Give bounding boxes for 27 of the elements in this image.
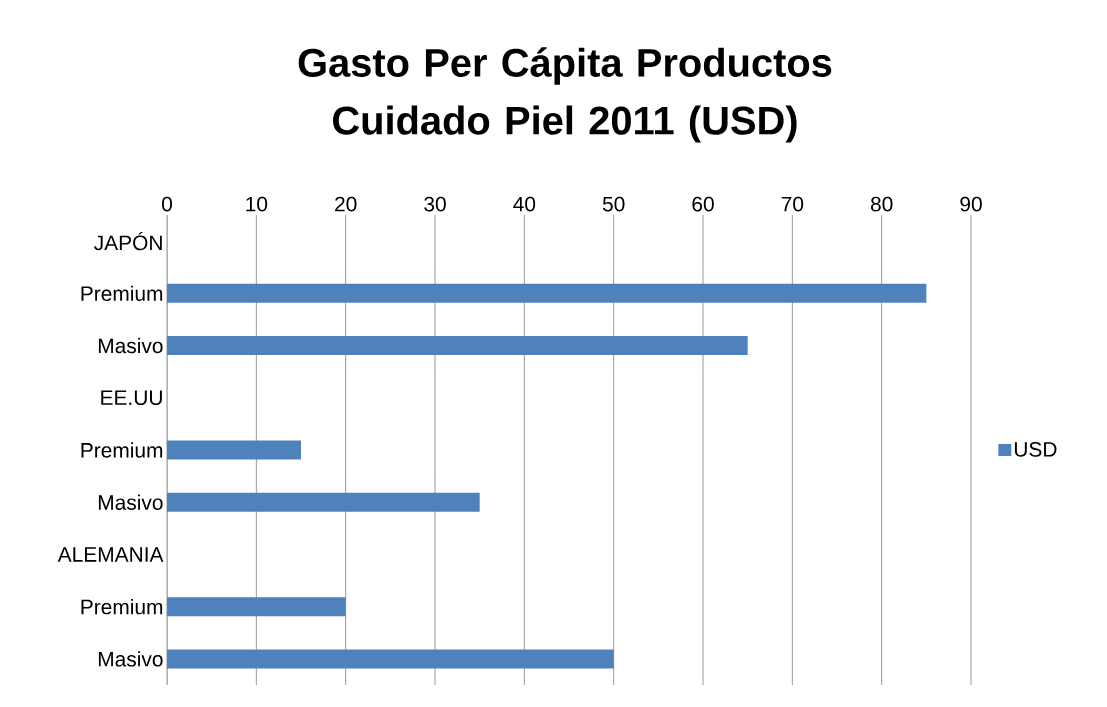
x-tick-label: 30 (424, 196, 446, 212)
bar (167, 492, 480, 512)
bar (167, 597, 346, 617)
x-tick-label: 90 (960, 196, 982, 212)
x-tick-label: 10 (246, 196, 268, 212)
y-tick-label: EE.UU (101, 390, 162, 406)
x-tick-label: 80 (870, 196, 893, 212)
y-tick-label: ALEMANIA (57, 547, 164, 562)
x-tick-label: 50 (602, 196, 625, 212)
chart-title: Gasto Per Cápita Productos Cuidado Piel 2011 (USD) (298, 47, 832, 143)
x-tick-label: 40 (513, 196, 536, 212)
x-tick-label: 0 (162, 196, 172, 212)
y-tick-label: Masivo (98, 337, 163, 354)
y-tick-label: Masivo (98, 494, 163, 510)
bar (167, 336, 748, 356)
y-tick-label: JAPÓN (94, 231, 162, 251)
bar (167, 440, 302, 460)
y-tick-label: Premium (81, 598, 163, 615)
y-tick-label: Premium (81, 285, 163, 302)
legend-label: USD (1014, 441, 1057, 457)
y-tick-label: Masivo (98, 651, 163, 667)
x-tick-label: 70 (781, 196, 804, 212)
bar (167, 283, 927, 303)
bar (167, 649, 614, 669)
x-tick-label: 60 (692, 196, 714, 212)
y-tick-label: Premium (81, 442, 163, 458)
x-tick-label: 20 (335, 196, 357, 212)
